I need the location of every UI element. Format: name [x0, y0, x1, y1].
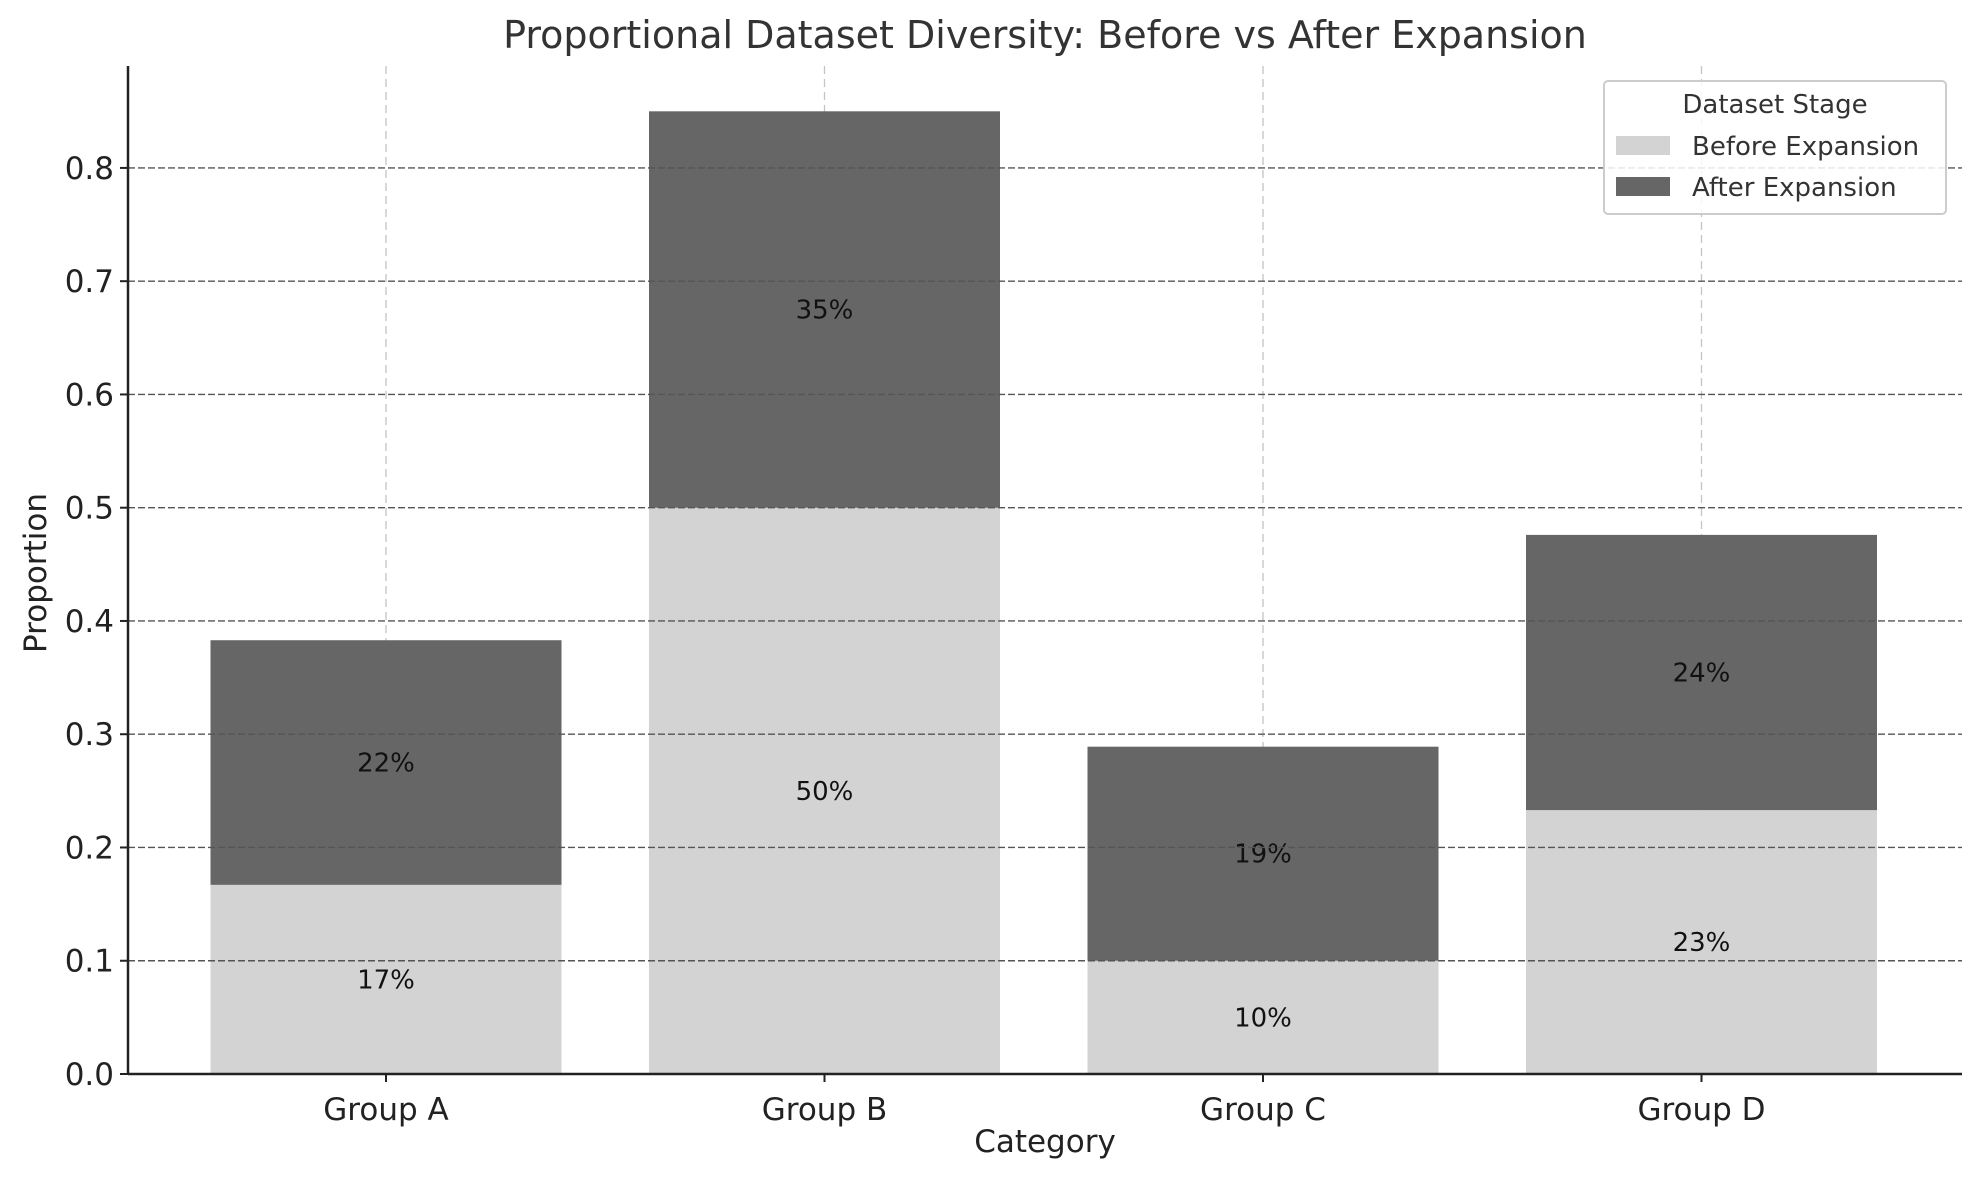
x-tick-label: Group A	[323, 1092, 448, 1128]
bar-before-0	[210, 884, 562, 1074]
legend-label-after: After Expansion	[1692, 173, 1897, 203]
tick-labels: 0.0 0.1 0.2 0.3 0.4 0.5 0.6 0.7 0.8 Group A Group …	[65, 151, 1766, 1128]
data-label: 17%	[357, 965, 415, 995]
y-tick-label: 0.5	[65, 491, 114, 527]
legend-swatch-before	[1616, 136, 1670, 155]
y-tick-label: 0.4	[65, 604, 114, 640]
data-label: 19%	[1234, 840, 1292, 870]
data-label: 22%	[357, 749, 415, 779]
y-tick-label: 0.8	[65, 151, 114, 187]
chart-title: Proportional Dataset Diversity: Before v…	[503, 13, 1587, 57]
y-tick-label: 0.0	[65, 1057, 114, 1093]
bar-after-1	[649, 111, 1000, 508]
axes	[126, 66, 1962, 1076]
legend-box	[1603, 80, 1947, 215]
legend-swatch-after	[1616, 177, 1670, 196]
x-tick-label: Group D	[1637, 1092, 1765, 1128]
y-tick-label: 0.2	[65, 830, 114, 866]
bar-before-1	[649, 507, 1000, 1074]
y-axis-label: Proportion	[18, 493, 54, 653]
bar-after-2	[1087, 746, 1439, 961]
data-label: 10%	[1234, 1003, 1292, 1033]
legend: Dataset Stage Before Expansion After Exp…	[1603, 80, 1947, 215]
data-label: 50%	[796, 777, 854, 807]
bars	[210, 111, 1877, 1074]
legend-title: Dataset Stage	[1682, 90, 1867, 120]
bar-before-3	[1526, 810, 1877, 1074]
y-tick-label: 0.6	[65, 377, 114, 413]
data-label: 35%	[796, 296, 854, 326]
y-tick-label: 0.7	[65, 264, 114, 300]
bar-after-3	[1526, 534, 1877, 811]
bar-after-0	[210, 640, 562, 885]
x-tick-label: Group C	[1200, 1092, 1326, 1128]
grid-lines	[385, 66, 1703, 1074]
y-tick-label: 0.1	[65, 944, 114, 980]
data-label: 24%	[1673, 658, 1731, 688]
legend-label-before: Before Expansion	[1692, 132, 1919, 162]
x-axis-label: Category	[974, 1124, 1116, 1160]
bar-before-2	[1087, 960, 1439, 1074]
y-tick-label: 0.3	[65, 717, 114, 753]
data-label: 23%	[1673, 928, 1731, 958]
data-labels: 17% 50% 10% 23% 22% 35% 19% 24%	[128, 167, 1962, 1033]
x-tick-label: Group B	[762, 1092, 888, 1128]
